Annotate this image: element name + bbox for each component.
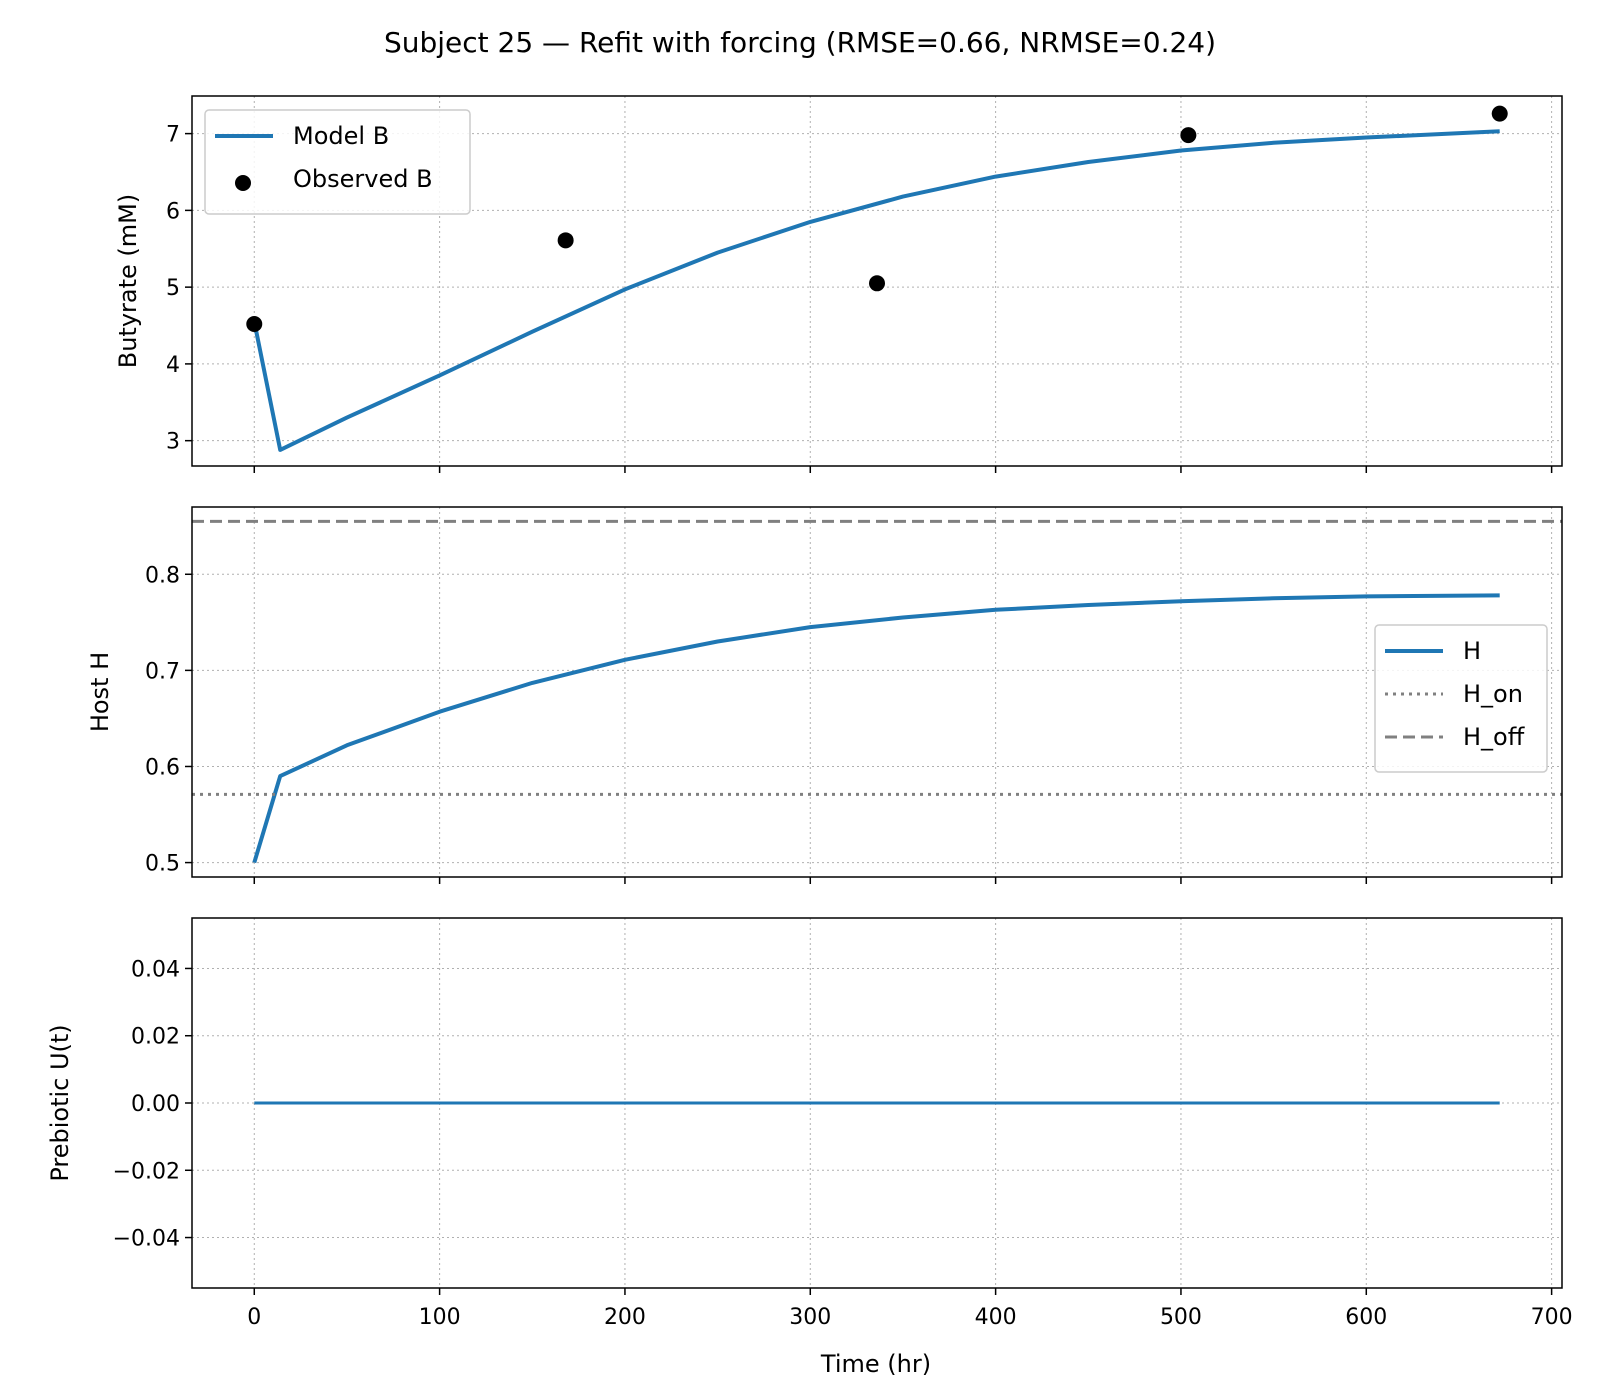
observed-point-4 <box>1491 105 1508 122</box>
y-tick-label-2: 0.7 <box>145 659 180 684</box>
y-tick-label-1: 4 <box>166 353 180 378</box>
x-tick-label-5: 500 <box>1160 1305 1202 1330</box>
legend-label-h: H <box>1463 637 1481 665</box>
legend-host: H H_on H_off <box>1374 624 1548 773</box>
panel-frame-butyrate <box>191 95 1563 467</box>
observed-point-0 <box>246 315 263 332</box>
y-axis-label-butyrate: Butyrate (mM) <box>114 194 142 368</box>
observed-point-3 <box>1180 127 1197 144</box>
x-tick-label-4: 400 <box>975 1305 1017 1330</box>
y-tick-label-3: 0.8 <box>145 563 180 588</box>
y-tick-label-0: −0.04 <box>113 1227 180 1252</box>
x-tick-label-2: 200 <box>604 1305 646 1330</box>
y-tick-label-0: 3 <box>166 430 180 455</box>
chart-title: Subject 25 — Refit with forcing (RMSE=0.… <box>384 26 1216 59</box>
x-tick-label-3: 300 <box>789 1305 831 1330</box>
y-tick-label-1: −0.02 <box>113 1159 180 1184</box>
series-line-host-0 <box>252 593 1500 864</box>
legend-label-h-off: H_off <box>1463 723 1525 751</box>
y-tick-label-3: 6 <box>166 199 180 224</box>
y-tick-label-2: 5 <box>166 276 180 301</box>
legend-label-observed-b: Observed B <box>293 165 433 193</box>
panel-frame-prebiotic <box>191 917 1563 1289</box>
y-tick-label-3: 0.02 <box>131 1025 180 1050</box>
x-tick-label-6: 600 <box>1345 1305 1387 1330</box>
y-tick-label-4: 0.04 <box>131 957 180 982</box>
x-tick-label-0: 0 <box>247 1305 261 1330</box>
panel-butyrate: 3 4 5 6 7 Butyrate (mM) Model B Observed B <box>114 95 1563 473</box>
panel-host: 0.5 0.6 0.7 0.8 Host H H H_on H_off <box>86 506 1563 884</box>
legend-label-model-b: Model B <box>293 122 389 150</box>
legend-butyrate: Model B Observed B <box>204 109 471 215</box>
legend-label-h-on: H_on <box>1463 680 1523 708</box>
y-tick-label-2: 0.00 <box>131 1092 180 1117</box>
legend-box-host <box>1374 624 1548 773</box>
observed-point-1 <box>557 232 574 249</box>
series-line-butyrate-0 <box>252 129 1500 452</box>
x-axis-label: Time (hr) <box>820 1350 931 1378</box>
y-tick-label-4: 7 <box>166 123 180 148</box>
y-axis-label-prebiotic: Prebiotic U(t) <box>46 1024 74 1181</box>
panel-prebiotic: 0 100 200 300 400 500 600 700 −0.04 −0.02 0.00 0.02… <box>46 917 1573 1330</box>
legend-key-observed-b <box>235 175 251 191</box>
x-tick-label-7: 700 <box>1531 1305 1573 1330</box>
y-axis-label-host: Host H <box>86 652 114 732</box>
y-tick-label-1: 0.6 <box>145 755 180 780</box>
panel-frame-host <box>191 506 1563 878</box>
y-tick-label-0: 0.5 <box>145 852 180 877</box>
observed-point-2 <box>869 275 885 292</box>
x-tick-label-1: 100 <box>419 1305 461 1330</box>
